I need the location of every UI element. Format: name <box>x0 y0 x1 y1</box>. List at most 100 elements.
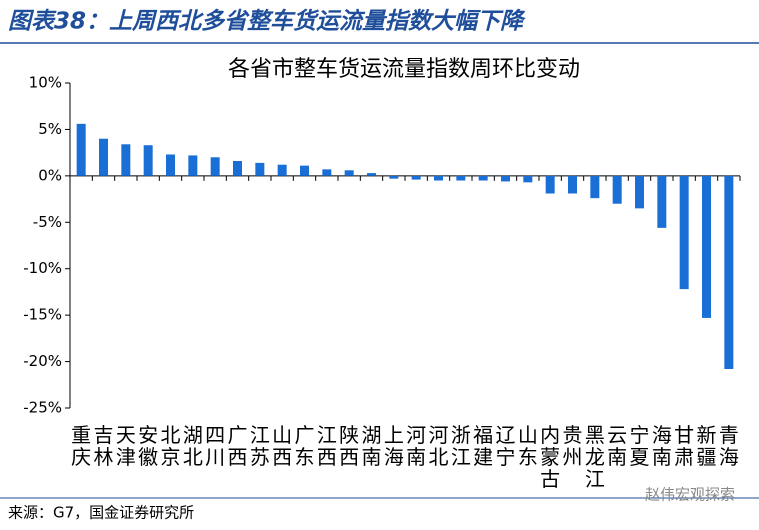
y-tick-label: 5% <box>38 120 62 138</box>
x-tick-char: 西 <box>339 445 359 469</box>
x-tick-label: 黑龙江 <box>585 423 605 491</box>
x-tick-label: 湖北 <box>183 423 203 469</box>
bar <box>121 144 131 176</box>
x-tick-char: 广 <box>228 423 248 447</box>
x-tick-char: 南 <box>406 445 426 469</box>
x-tick-char: 新 <box>697 423 717 447</box>
page-title: 图表38：上周西北多省整车货运流量指数大幅下降 <box>8 9 526 35</box>
x-tick-char: 海 <box>384 445 404 469</box>
bar <box>702 175 711 318</box>
bar <box>434 175 443 181</box>
bar <box>612 175 622 204</box>
x-tick-char: 川 <box>205 445 225 469</box>
x-tick-char: 州 <box>563 445 583 469</box>
x-tick-char: 南 <box>362 445 382 469</box>
x-tick-char: 福 <box>473 423 493 447</box>
x-tick-char: 海 <box>652 423 672 447</box>
bar <box>166 154 175 176</box>
x-tick-label: 浙江 <box>451 423 471 469</box>
x-tick-char: 建 <box>473 445 493 469</box>
x-tick-char: 夏 <box>630 445 650 469</box>
y-tick-label: 0% <box>38 166 62 184</box>
y-tick-label: 10% <box>29 74 62 92</box>
x-tick-char: 疆 <box>697 445 717 469</box>
x-tick-label: 河南 <box>406 423 426 469</box>
x-tick-label: 安徽 <box>138 423 158 469</box>
x-tick-char: 津 <box>116 445 136 469</box>
x-tick-char: 贵 <box>563 423 583 447</box>
bar <box>233 161 242 176</box>
x-tick-char: 肃 <box>674 445 694 469</box>
x-tick-char: 山 <box>518 423 538 447</box>
bar <box>679 175 689 290</box>
x-tick-char: 南 <box>652 445 672 469</box>
x-tick-char: 浙 <box>451 423 471 447</box>
x-tick-label: 陕西 <box>339 423 359 469</box>
x-tick-label: 北京 <box>161 423 181 469</box>
bar <box>322 169 332 176</box>
x-tick-label: 四川 <box>205 423 225 469</box>
bar <box>478 175 488 181</box>
x-tick-char: 南 <box>607 445 627 469</box>
x-tick-label: 山东 <box>518 423 538 469</box>
x-tick-label: 山西 <box>272 423 292 469</box>
bar <box>188 155 198 176</box>
x-tick-label: 内蒙古 <box>540 423 560 491</box>
x-tick-label: 青海 <box>719 423 739 469</box>
bar <box>300 165 309 176</box>
bar <box>76 123 86 176</box>
x-tick-char: 东 <box>518 445 538 469</box>
x-tick-char: 林 <box>94 445 114 469</box>
x-tick-label: 海南 <box>652 423 672 469</box>
x-tick-char: 甘 <box>674 423 694 447</box>
x-tick-char: 京 <box>161 445 181 469</box>
x-tick-label: 福建 <box>473 423 493 469</box>
bar <box>210 157 220 176</box>
x-tick-char: 内 <box>540 423 560 447</box>
x-tick-label: 广东 <box>295 423 315 469</box>
bar <box>724 175 734 369</box>
x-tick-label: 重庆 <box>71 423 91 469</box>
bar <box>411 175 421 180</box>
x-tick-char: 重 <box>71 423 91 447</box>
x-tick-char: 西 <box>317 445 337 469</box>
x-tick-label: 上海 <box>384 423 404 469</box>
x-tick-char: 广 <box>295 423 315 447</box>
watermark: 赵伟宏观探索 <box>645 486 735 504</box>
x-tick-label: 天津 <box>116 423 136 469</box>
bar <box>277 164 287 176</box>
x-tick-char: 西 <box>228 445 248 469</box>
x-tick-label: 广西 <box>228 423 248 469</box>
x-tick-label: 湖南 <box>362 423 382 469</box>
x-tick-char: 江 <box>585 467 605 491</box>
x-tick-char: 龙 <box>585 445 605 469</box>
bar <box>389 175 399 179</box>
bar <box>143 145 153 176</box>
bar <box>523 175 533 183</box>
x-tick-char: 蒙 <box>540 445 560 469</box>
x-tick-char: 天 <box>116 423 136 447</box>
x-tick-char: 海 <box>719 445 739 469</box>
x-tick-char: 湖 <box>183 423 203 447</box>
bar <box>367 173 376 176</box>
x-tick-label: 宁夏 <box>630 423 650 469</box>
x-tick-char: 陕 <box>339 423 359 447</box>
bar <box>99 138 108 176</box>
x-tick-char: 吉 <box>94 423 114 447</box>
x-tick-char: 庆 <box>71 445 91 469</box>
x-tick-label: 贵州 <box>563 423 583 469</box>
x-tick-label: 新疆 <box>697 423 717 469</box>
y-tick-label: -15% <box>23 306 62 324</box>
x-tick-char: 宁 <box>496 445 516 469</box>
bar <box>255 162 265 176</box>
x-tick-label: 甘肃 <box>674 423 694 469</box>
y-tick-label: -25% <box>23 399 62 417</box>
x-tick-char: 上 <box>384 423 404 447</box>
y-tick-label: -20% <box>23 352 62 370</box>
x-tick-char: 古 <box>540 467 560 491</box>
x-tick-char: 山 <box>272 423 292 447</box>
x-tick-char: 徽 <box>138 445 158 469</box>
x-tick-label: 吉林 <box>94 423 114 469</box>
x-tick-char: 江 <box>250 423 270 447</box>
bar <box>344 170 354 176</box>
